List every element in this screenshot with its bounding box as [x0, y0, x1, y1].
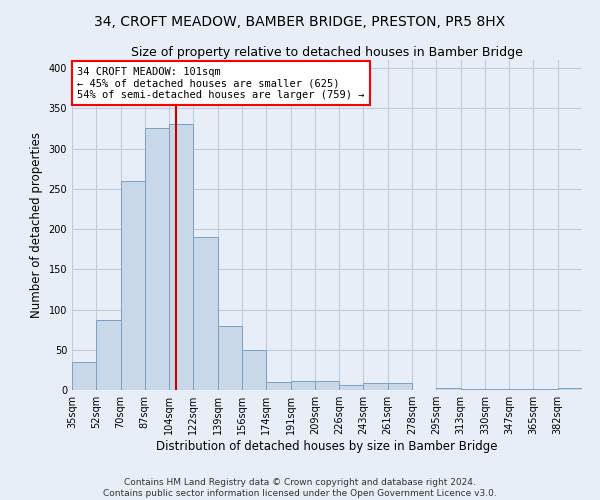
Bar [364, 383, 388, 390]
Bar [509, 389, 533, 390]
Bar [145, 128, 169, 390]
Bar [218, 326, 242, 390]
Bar [266, 382, 290, 390]
Bar [290, 381, 315, 390]
Y-axis label: Number of detached properties: Number of detached properties [30, 132, 43, 318]
Bar [485, 389, 509, 390]
Bar [315, 381, 339, 390]
Text: Contains HM Land Registry data © Crown copyright and database right 2024.
Contai: Contains HM Land Registry data © Crown c… [103, 478, 497, 498]
Bar [388, 383, 412, 390]
X-axis label: Distribution of detached houses by size in Bamber Bridge: Distribution of detached houses by size … [156, 440, 498, 453]
Text: 34, CROFT MEADOW, BAMBER BRIDGE, PRESTON, PR5 8HX: 34, CROFT MEADOW, BAMBER BRIDGE, PRESTON… [94, 15, 506, 29]
Bar [193, 237, 218, 390]
Bar [558, 388, 582, 390]
Bar [436, 388, 461, 390]
Bar [242, 350, 266, 390]
Bar [339, 385, 364, 390]
Bar [533, 389, 558, 390]
Bar [121, 180, 145, 390]
Title: Size of property relative to detached houses in Bamber Bridge: Size of property relative to detached ho… [131, 46, 523, 59]
Bar [72, 362, 96, 390]
Bar [461, 389, 485, 390]
Text: 34 CROFT MEADOW: 101sqm
← 45% of detached houses are smaller (625)
54% of semi-d: 34 CROFT MEADOW: 101sqm ← 45% of detache… [77, 66, 365, 100]
Bar [96, 320, 121, 390]
Bar [169, 124, 193, 390]
